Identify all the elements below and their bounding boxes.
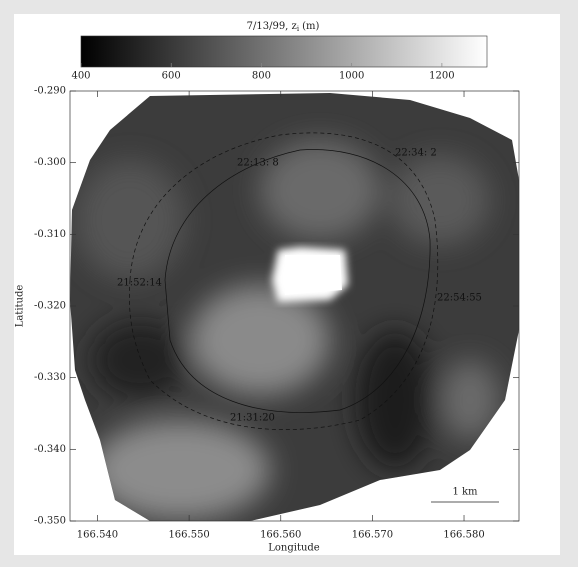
y-axis-label: Latitude <box>15 285 26 328</box>
y-tick-label: -0.300 <box>34 157 66 168</box>
y-tick-label: -0.330 <box>34 372 66 383</box>
annotation: 22:13: 8 <box>237 158 279 169</box>
colorbar-tick-label: 400 <box>71 71 90 82</box>
figure: 7/13/99, zi(m) 22:13: 8 22:34: 2 21:52:1… <box>0 0 578 567</box>
colorbar-tick-label: 1200 <box>429 71 454 82</box>
annotation: 22:34: 2 <box>395 148 437 159</box>
y-tick-label: -0.350 <box>34 516 66 527</box>
annotation: 21:52:14 <box>117 278 162 289</box>
x-tick-label: 166.580 <box>443 530 484 541</box>
y-tick-label: -0.320 <box>34 301 66 312</box>
y-tick-label: -0.340 <box>34 444 66 455</box>
scale-bar-label: 1 km <box>452 487 478 498</box>
x-tick-label: 166.540 <box>77 530 118 541</box>
x-axis-label: Longitude <box>268 543 320 554</box>
colorbar-tick-label: 1000 <box>339 71 364 82</box>
x-tick-label: 166.560 <box>260 530 301 541</box>
annotation: 21:31:20 <box>230 413 275 424</box>
y-tick-label: -0.310 <box>34 229 66 240</box>
colorbar-tick-label: 800 <box>252 71 271 82</box>
colorbar <box>81 36 487 67</box>
x-tick-label: 166.550 <box>168 530 209 541</box>
title-main: 7/13/99, z <box>247 21 297 32</box>
y-tick-label: -0.290 <box>34 86 66 97</box>
colorbar-tick-label: 600 <box>162 71 181 82</box>
colorbar-title: 7/13/99, zi(m) <box>247 21 320 34</box>
annotation: 22:54:55 <box>437 293 482 304</box>
x-tick-label: 166.570 <box>352 530 393 541</box>
title-unit: (m) <box>302 21 319 32</box>
